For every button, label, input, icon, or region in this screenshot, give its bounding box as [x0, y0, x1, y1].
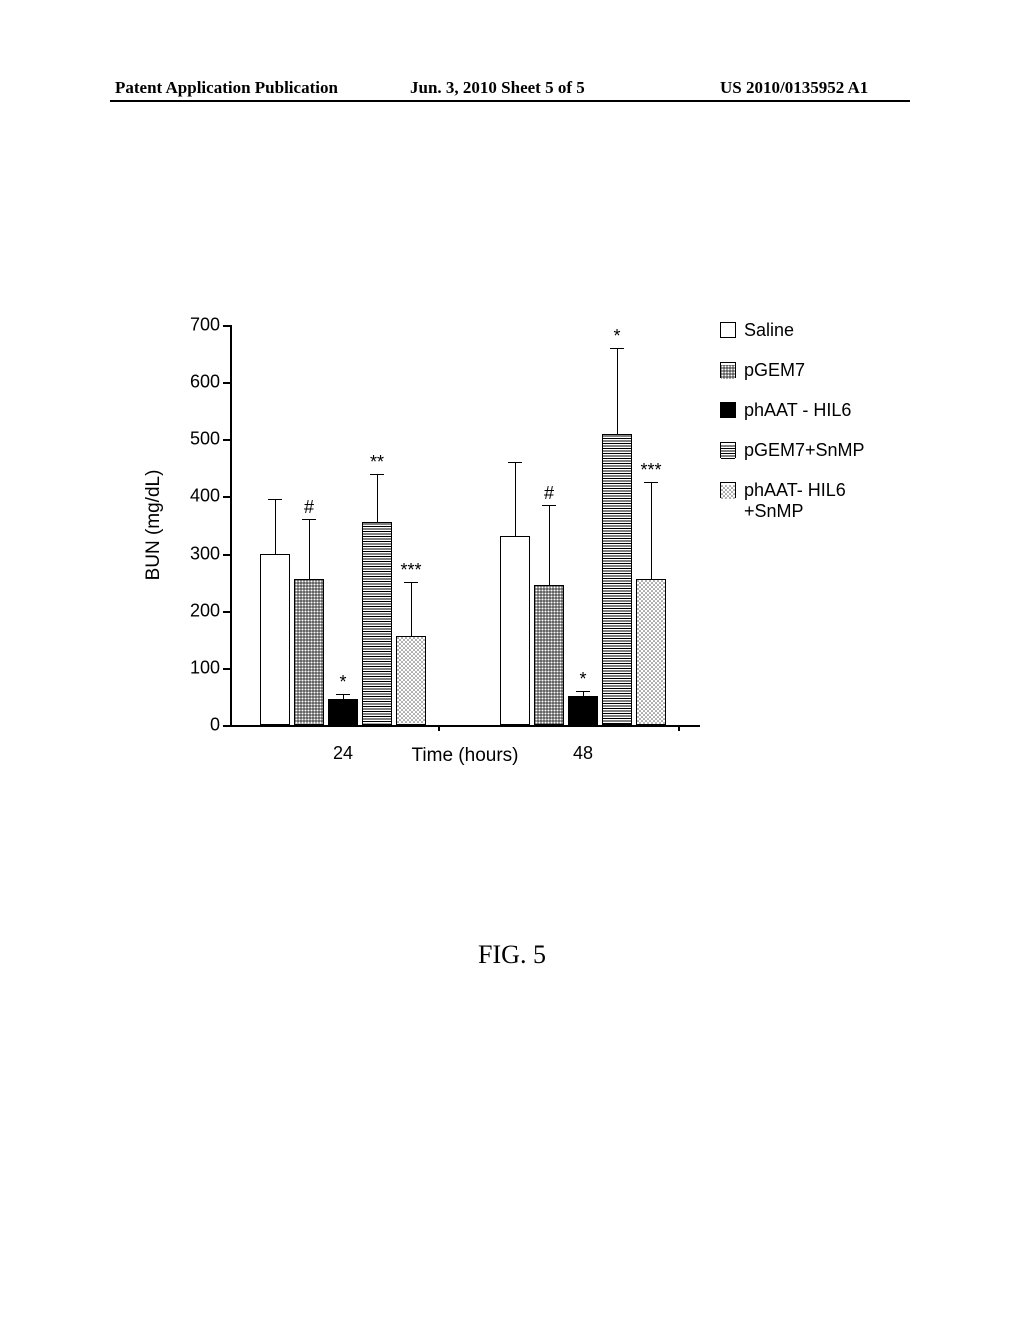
legend-swatch [720, 482, 736, 498]
significance-marker: * [339, 672, 346, 693]
error-bar [515, 462, 516, 536]
header-right: US 2010/0135952 A1 [720, 78, 868, 98]
x-axis-label: Time (hours) [412, 745, 519, 767]
bar-pgem7snmp [602, 434, 632, 725]
error-bar [549, 505, 550, 585]
legend-item-saline: Saline [720, 320, 794, 341]
y-tick-label: 200 [160, 600, 220, 621]
legend-label: pGEM7+SnMP [744, 440, 865, 461]
bar-pgem7 [294, 579, 324, 725]
significance-marker: *** [400, 560, 421, 581]
error-cap [336, 694, 350, 695]
y-tick [223, 611, 230, 613]
legend-item-phaat: phAAT - HIL6 [720, 400, 851, 421]
significance-marker: ** [370, 452, 384, 473]
error-bar [377, 474, 378, 523]
significance-marker: # [304, 497, 314, 518]
chart: BUN (mg/dL) Time (hours) 010020030040050… [140, 315, 900, 785]
legend-swatch [720, 322, 736, 338]
y-tick [223, 496, 230, 498]
significance-marker: * [613, 326, 620, 347]
y-tick-label: 0 [160, 715, 220, 736]
y-tick [223, 439, 230, 441]
legend-item-pgem7: pGEM7 [720, 360, 805, 381]
y-tick [223, 325, 230, 327]
bar-saline [260, 554, 290, 725]
x-category-label: 48 [573, 743, 593, 764]
legend-label: phAAT - HIL6 [744, 400, 851, 421]
significance-marker: * [579, 669, 586, 690]
y-tick-label: 500 [160, 429, 220, 450]
y-tick [223, 668, 230, 670]
y-tick [223, 382, 230, 384]
legend-swatch [720, 362, 736, 378]
y-tick [223, 725, 230, 727]
bar-pgem7 [534, 585, 564, 725]
error-cap [508, 462, 522, 463]
header-rule [110, 100, 910, 102]
error-cap [542, 505, 556, 506]
header-center: Jun. 3, 2010 Sheet 5 of 5 [410, 78, 585, 98]
y-axis [230, 325, 232, 725]
error-cap [404, 582, 418, 583]
error-cap [268, 499, 282, 500]
error-bar [617, 348, 618, 434]
legend-label: Saline [744, 320, 794, 341]
bar-saline [500, 536, 530, 725]
figure-caption: FIG. 5 [0, 940, 1024, 970]
y-tick-label: 100 [160, 657, 220, 678]
error-bar [309, 519, 310, 579]
error-cap [644, 482, 658, 483]
error-cap [576, 691, 590, 692]
bar-phaatsnmp [396, 636, 426, 725]
error-bar [411, 582, 412, 636]
y-tick-label: 300 [160, 543, 220, 564]
y-tick-label: 700 [160, 315, 220, 336]
y-tick-label: 600 [160, 372, 220, 393]
bar-phaat [568, 696, 598, 725]
legend-swatch [720, 402, 736, 418]
legend-label: phAAT- HIL6 +SnMP [744, 480, 846, 521]
error-cap [302, 519, 316, 520]
y-tick-label: 400 [160, 486, 220, 507]
x-tick [438, 725, 440, 731]
error-bar [275, 499, 276, 553]
legend-swatch [720, 442, 736, 458]
plot-area: BUN (mg/dL) Time (hours) 010020030040050… [230, 325, 700, 725]
bar-phaat [328, 699, 358, 725]
x-axis [230, 725, 700, 727]
significance-marker: *** [640, 460, 661, 481]
x-category-label: 24 [333, 743, 353, 764]
bar-phaatsnmp [636, 579, 666, 725]
error-cap [610, 348, 624, 349]
y-tick [223, 554, 230, 556]
legend-item-pgem7snmp: pGEM7+SnMP [720, 440, 865, 461]
header-left: Patent Application Publication [115, 78, 338, 98]
x-tick [678, 725, 680, 731]
error-cap [370, 474, 384, 475]
significance-marker: # [544, 483, 554, 504]
bar-pgem7snmp [362, 522, 392, 725]
legend-label: pGEM7 [744, 360, 805, 381]
legend-item-phaatsnmp: phAAT- HIL6 +SnMP [720, 480, 846, 521]
error-bar [651, 482, 652, 579]
